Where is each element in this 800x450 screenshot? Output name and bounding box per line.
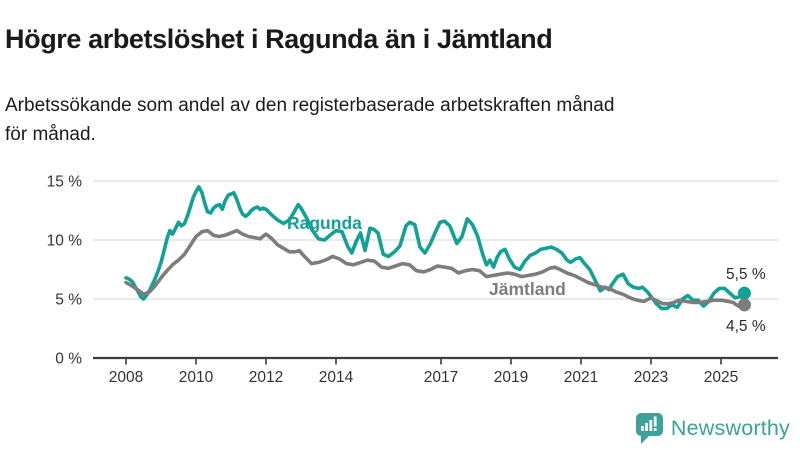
x-tick-label: 2019 [494,369,528,386]
page-title: Högre arbetslöshet i Ragunda än i Jämtla… [5,24,553,55]
jamtland-end-dot [737,298,751,312]
ragunda-end-dot [737,286,751,300]
jamtland-line [124,228,747,308]
x-tick-label: 2021 [564,369,598,386]
newsworthy-barchart-bubble-icon [635,412,663,444]
x-tick-label: 2012 [249,369,283,386]
newsworthy-wordmark: Newsworthy [670,415,790,440]
ragunda-line [124,185,747,311]
subtitle-line-1: Arbetssökande som andel av den registerb… [5,95,615,116]
x-tick-label: 2017 [424,369,458,386]
jamtland-series-label: Jämtland [489,279,566,299]
y-tick-label: 10 % [47,233,83,250]
x-tick-label: 2008 [109,369,143,386]
jamtland-end-value-label: 4,5 % [726,318,766,335]
x-tick-label: 2010 [179,369,214,386]
ragunda-series-label: Ragunda [287,213,362,233]
chart-subtitle: Arbetssökande som andel av den registerb… [5,91,785,150]
y-tick-label: 0 % [55,351,82,368]
y-tick-label: 5 % [55,292,82,309]
newsworthy-logo: Newsworthy [635,410,790,446]
y-tick-label: 15 % [47,174,83,191]
line-chart-svg: 15 % 10 % 5 % 0 % 2008 2010 2012 2014 2017 2019 20… [47,174,778,386]
x-tick-label: 2023 [634,369,668,386]
x-tick-label: 2014 [319,369,354,386]
x-tick-label: 2025 [704,369,738,386]
line-chart: 15 % 10 % 5 % 0 % 2008 2010 2012 2014 2017 2019 20… [0,160,800,408]
ragunda-end-value-label: 5,5 % [726,266,766,283]
subtitle-line-2: för månad. [5,124,96,146]
